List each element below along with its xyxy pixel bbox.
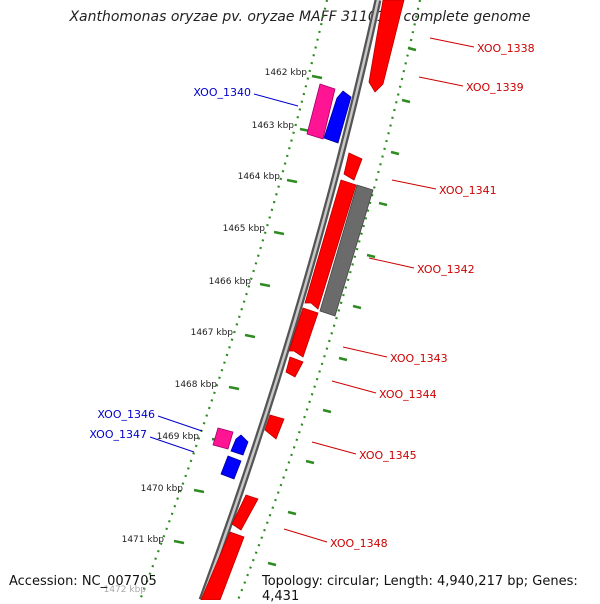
gene-xoo-1342-gray[interactable] [319,184,374,317]
leader-xoo-1345 [311,441,357,455]
genome-backbone-highlight [200,0,380,600]
gene-label-xoo-1345[interactable]: XOO_1345 [359,449,417,462]
tick-label-1464: 1464 kbp [238,172,281,182]
tick-label-1462: 1462 kbp [265,68,308,78]
gene-xoo-1345[interactable] [264,414,285,440]
leader-xoo-1342 [368,257,415,269]
gene-xoo-1347a[interactable] [230,434,249,456]
gene-label-xoo-1344[interactable]: XOO_1344 [379,388,437,401]
gene-xoo-1346[interactable] [212,427,234,450]
leader-xoo-1343 [342,346,388,358]
gene-label-xoo-1339[interactable]: XOO_1339 [466,81,524,94]
leader-xoo-1339 [418,76,464,87]
leader-xoo-1341 [391,179,437,190]
gene-xoo-1348b[interactable] [200,531,245,600]
scale-labels: 1462 kbp 1463 kbp 1464 kbp 1465 kbp 1466… [104,68,308,595]
gene-label-xoo-1346[interactable]: XOO_1346 [97,408,155,421]
forward-genes [200,0,405,600]
gene-xoo-1340-blue[interactable] [323,90,352,144]
gene-xoo-1340-magenta[interactable] [306,83,336,140]
gene-xoo-1348a[interactable] [231,494,259,531]
gene-xoo-1338[interactable] [368,0,405,93]
accession-text: Accession: NC_007705 [9,574,157,589]
gene-xoo-1347b[interactable] [220,455,242,480]
genome-title: Xanthomonas oryzae pv. oryzae MAFF 31101… [69,9,531,25]
leader-xoo-1338 [429,37,475,48]
gene-labels: XOO_1338 XOO_1339 XOO_1340 XOO_1341 XOO_… [89,42,534,550]
gene-label-xoo-1343[interactable]: XOO_1343 [390,352,448,365]
outer-tick-marks [267,46,417,567]
leader-lines [149,37,475,543]
leader-xoo-1340 [253,93,299,107]
leader-xoo-1348 [283,528,328,543]
leader-xoo-1346 [157,415,203,432]
tick-label-1470: 1470 kbp [141,484,184,494]
tick-label-1465: 1465 kbp [223,224,266,234]
reverse-genes [212,83,352,480]
gene-label-xoo-1340[interactable]: XOO_1340 [193,86,251,99]
gene-xoo-1341[interactable] [343,152,363,181]
tick-label-1472: 1472 kbp [104,585,147,595]
leader-xoo-1347 [149,436,195,453]
tick-label-1468: 1468 kbp [175,380,218,390]
gene-xoo-1343[interactable] [288,307,319,358]
inner-tick-marks [173,74,323,545]
tick-label-1467: 1467 kbp [191,328,234,338]
leader-xoo-1344 [331,380,377,394]
gene-xoo-1344[interactable] [285,356,304,378]
tick-label-1466: 1466 kbp [209,277,252,287]
outer-dotted-rail [236,0,422,600]
gene-label-xoo-1348[interactable]: XOO_1348 [330,537,388,550]
tick-label-1469: 1469 kbp [157,432,200,442]
gene-label-xoo-1338[interactable]: XOO_1338 [477,42,535,55]
gene-xoo-1342[interactable] [304,179,357,310]
gene-label-xoo-1347[interactable]: XOO_1347 [89,428,147,441]
tick-label-1463: 1463 kbp [252,121,295,131]
gene-label-xoo-1341[interactable]: XOO_1341 [439,184,497,197]
gene-label-xoo-1342[interactable]: XOO_1342 [417,263,475,276]
tick-label-1471: 1471 kbp [122,535,165,545]
